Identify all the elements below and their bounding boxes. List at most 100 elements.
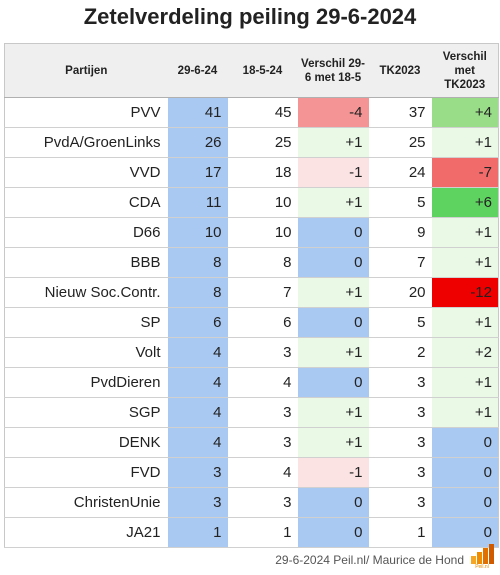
current-seats-cell: 8 [167,277,228,308]
previous-seats-cell: 18 [227,157,298,188]
party-name-cell: DENK [4,427,168,458]
diff-previous-cell: 0 [297,247,369,278]
table-row: JA21 1 1 0 1 0 [4,517,499,548]
diff-previous-cell: 0 [297,487,369,518]
table-row: DENK 4 3 +1 3 0 [4,427,499,458]
party-name-cell: PVV [4,97,168,128]
current-seats-cell: 8 [167,247,228,278]
previous-seats-cell: 3 [227,487,298,518]
table-row: CDA 11 10 +1 5 +6 [4,187,499,218]
tk2023-seats-cell: 7 [368,247,432,278]
diff-previous-cell: +1 [297,427,369,458]
header-diff-previous: Verschil 29-6 met 18-5 [297,43,369,98]
diff-previous-cell: +1 [297,187,369,218]
current-seats-cell: 3 [167,457,228,488]
tk2023-seats-cell: 5 [368,307,432,338]
tk2023-seats-cell: 3 [368,367,432,398]
diff-tk2023-cell: +4 [431,97,499,128]
previous-seats-cell: 45 [227,97,298,128]
party-name-cell: PvdDieren [4,367,168,398]
current-seats-cell: 6 [167,307,228,338]
diff-tk2023-cell: +1 [431,247,499,278]
previous-seats-cell: 25 [227,127,298,158]
header-partijen: Partijen [4,43,168,98]
party-name-cell: ChristenUnie [4,487,168,518]
diff-tk2023-cell: +1 [431,397,499,428]
previous-seats-cell: 3 [227,427,298,458]
tk2023-seats-cell: 25 [368,127,432,158]
party-name-cell: Volt [4,337,168,368]
previous-seats-cell: 4 [227,457,298,488]
diff-tk2023-cell: 0 [431,517,499,548]
previous-seats-cell: 10 [227,217,298,248]
previous-seats-cell: 1 [227,517,298,548]
diff-previous-cell: -4 [297,97,369,128]
table-row: VVD 17 18 -1 24 -7 [4,157,499,188]
party-name-cell: VVD [4,157,168,188]
current-seats-cell: 17 [167,157,228,188]
party-name-cell: CDA [4,187,168,218]
table-row: BBB 8 8 0 7 +1 [4,247,499,278]
party-name-cell: PvdA/GroenLinks [4,127,168,158]
table-row: SP 6 6 0 5 +1 [4,307,499,338]
previous-seats-cell: 10 [227,187,298,218]
diff-previous-cell: 0 [297,217,369,248]
tk2023-seats-cell: 2 [368,337,432,368]
previous-seats-cell: 3 [227,337,298,368]
current-seats-cell: 4 [167,337,228,368]
table-row: PvdDieren 4 4 0 3 +1 [4,367,499,398]
tk2023-seats-cell: 3 [368,397,432,428]
tk2023-seats-cell: 9 [368,217,432,248]
table-row: PVV 41 45 -4 37 +4 [4,97,499,128]
table-row: SGP 4 3 +1 3 +1 [4,397,499,428]
previous-seats-cell: 4 [227,367,298,398]
diff-tk2023-cell: +1 [431,307,499,338]
tk2023-seats-cell: 5 [368,187,432,218]
current-seats-cell: 4 [167,367,228,398]
table-header-row: Partijen 29-6-24 18-5-24 Verschil 29-6 m… [4,43,499,98]
diff-tk2023-cell: -7 [431,157,499,188]
table-row: PvdA/GroenLinks 26 25 +1 25 +1 [4,127,499,158]
seat-distribution-table: Partijen 29-6-24 18-5-24 Verschil 29-6 m… [4,43,499,548]
previous-seats-cell: 7 [227,277,298,308]
diff-tk2023-cell: +1 [431,127,499,158]
current-seats-cell: 3 [167,487,228,518]
diff-tk2023-cell: +2 [431,337,499,368]
previous-seats-cell: 8 [227,247,298,278]
header-tk2023: TK2023 [368,43,432,98]
diff-previous-cell: 0 [297,367,369,398]
party-name-cell: Nieuw Soc.Contr. [4,277,168,308]
table-row: ChristenUnie 3 3 0 3 0 [4,487,499,518]
tk2023-seats-cell: 3 [368,457,432,488]
diff-tk2023-cell: +1 [431,367,499,398]
diff-previous-cell: +1 [297,277,369,308]
party-name-cell: SGP [4,397,168,428]
diff-tk2023-cell: +6 [431,187,499,218]
header-current: 29-6-24 [167,43,228,98]
diff-tk2023-cell: 0 [431,427,499,458]
current-seats-cell: 4 [167,397,228,428]
party-name-cell: D66 [4,217,168,248]
current-seats-cell: 10 [167,217,228,248]
previous-seats-cell: 6 [227,307,298,338]
tk2023-seats-cell: 37 [368,97,432,128]
diff-previous-cell: +1 [297,127,369,158]
table-row: Volt 4 3 +1 2 +2 [4,337,499,368]
current-seats-cell: 4 [167,427,228,458]
tk2023-seats-cell: 1 [368,517,432,548]
party-name-cell: SP [4,307,168,338]
party-name-cell: JA21 [4,517,168,548]
tk2023-seats-cell: 3 [368,487,432,518]
table-row: Nieuw Soc.Contr. 8 7 +1 20 -12 [4,277,499,308]
party-name-cell: BBB [4,247,168,278]
diff-previous-cell: +1 [297,397,369,428]
diff-previous-cell: +1 [297,337,369,368]
logo-text: Peil.nl [475,564,489,570]
diff-tk2023-cell: 0 [431,487,499,518]
table-row: D66 10 10 0 9 +1 [4,217,499,248]
current-seats-cell: 26 [167,127,228,158]
party-name-cell: FVD [4,457,168,488]
current-seats-cell: 11 [167,187,228,218]
diff-tk2023-cell: -12 [431,277,499,308]
peil-logo: Peil.nl [470,544,494,570]
